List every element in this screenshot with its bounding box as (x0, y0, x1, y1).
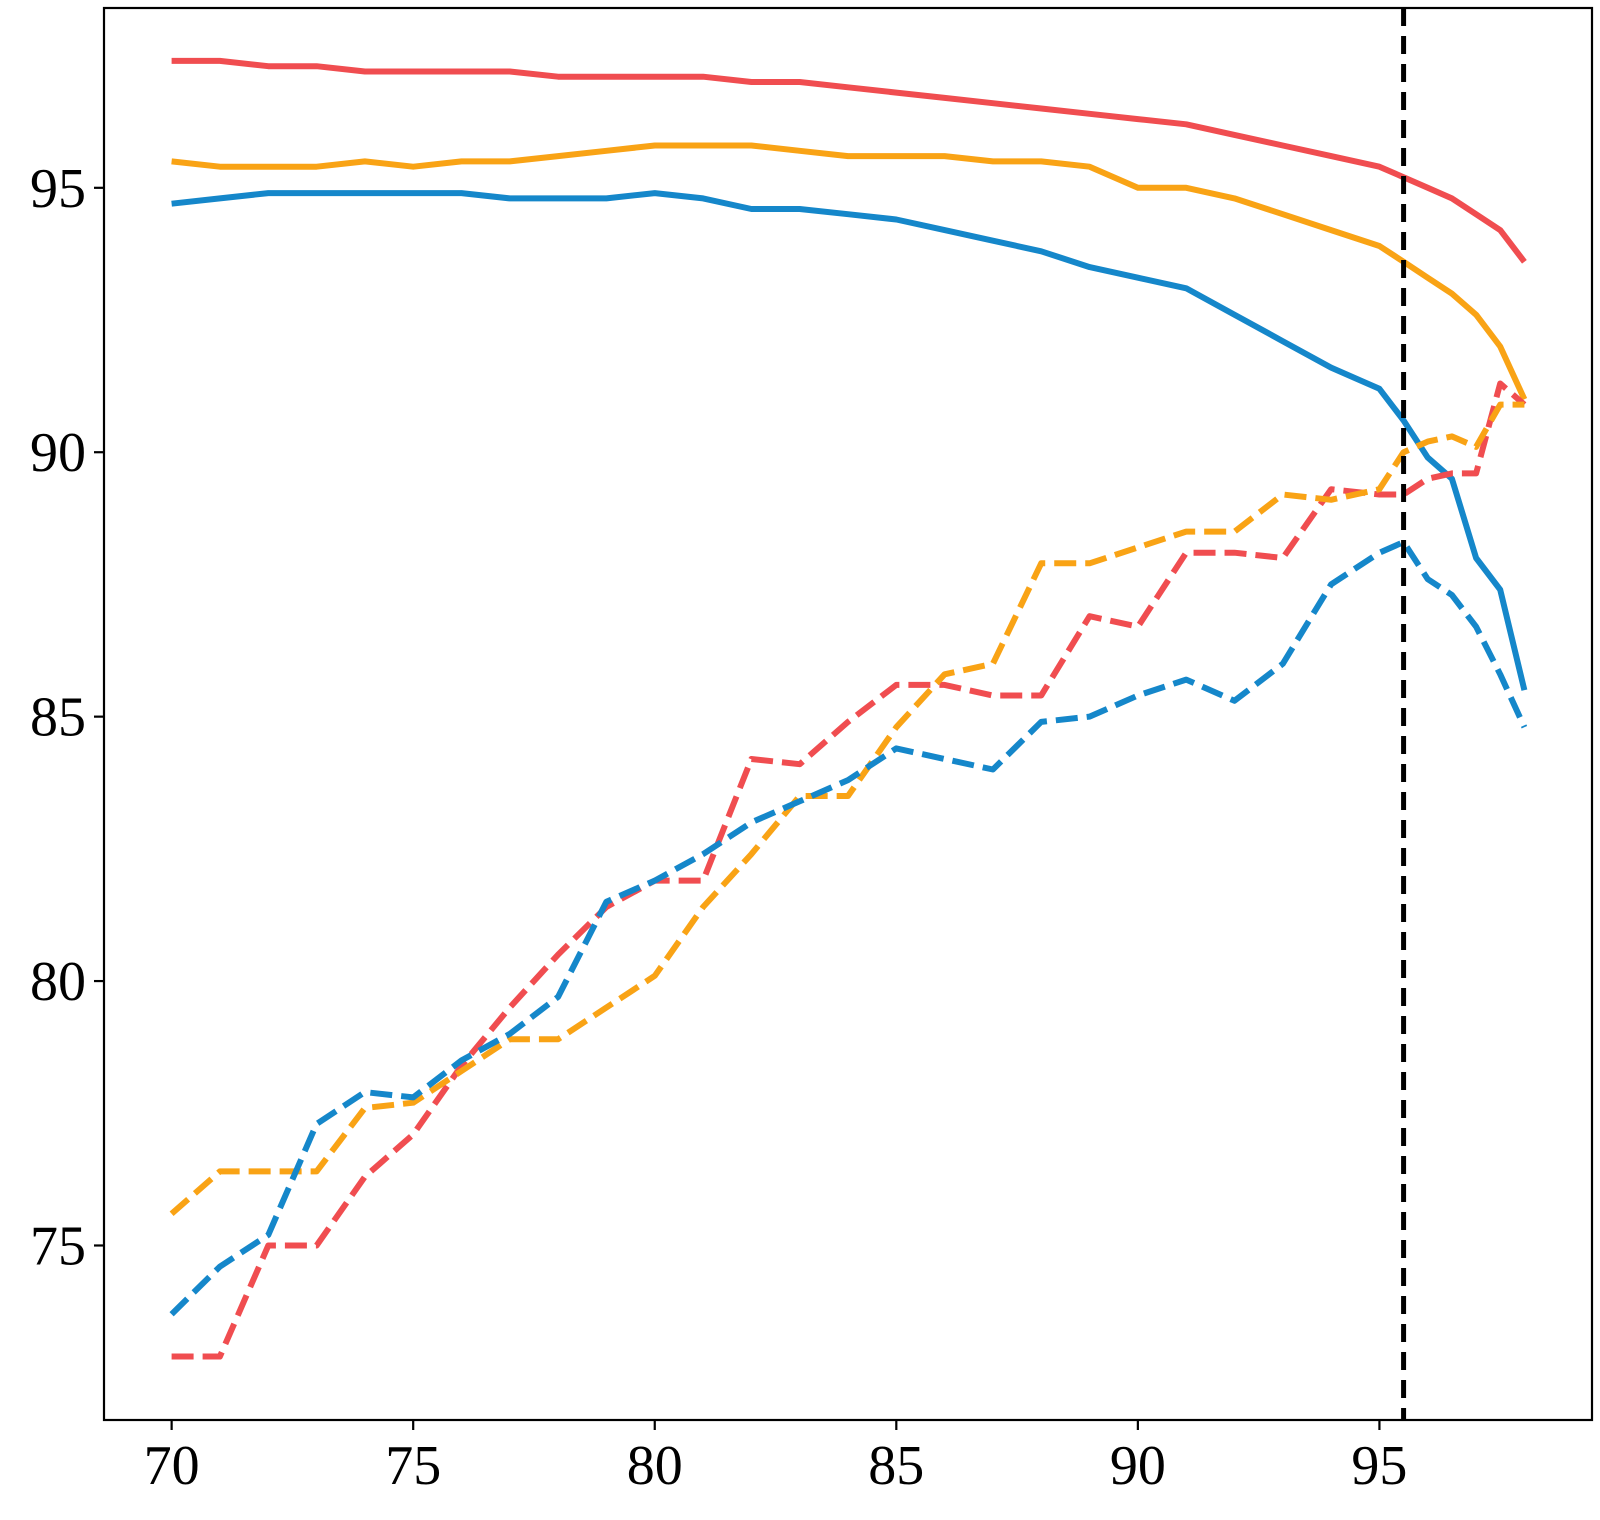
plot-background (104, 8, 1592, 1420)
y-axis: 75 80 85 90 95 (30, 158, 104, 1277)
x-tick-label: 75 (385, 1435, 441, 1497)
x-tick-label: 90 (1110, 1435, 1166, 1497)
x-axis: 70 75 80 85 90 95 (144, 1420, 1407, 1497)
series-line-2-solid (171, 142, 1528, 401)
x-tick-label: 80 (627, 1435, 683, 1497)
y-tick-label: 90 (30, 422, 86, 484)
y-tick-label: 95 (30, 158, 86, 220)
series-line-1-solid (171, 57, 1527, 264)
series-line-5-dashed (169, 401, 1525, 1217)
y-tick-label: 85 (30, 687, 86, 749)
series-line-3-solid (171, 190, 1528, 691)
y-tick-label: 80 (30, 951, 86, 1013)
series-layer (169, 57, 1528, 1360)
series-line-6-dashed (169, 539, 1528, 1317)
x-tick-label: 95 (1351, 1435, 1407, 1497)
series-line-4-dashed (171, 380, 1527, 1360)
x-tick-label: 70 (144, 1435, 200, 1497)
plot-frame (102, 6, 1594, 1422)
y-tick-label: 75 (30, 1215, 86, 1277)
x-tick-label: 85 (868, 1435, 924, 1497)
